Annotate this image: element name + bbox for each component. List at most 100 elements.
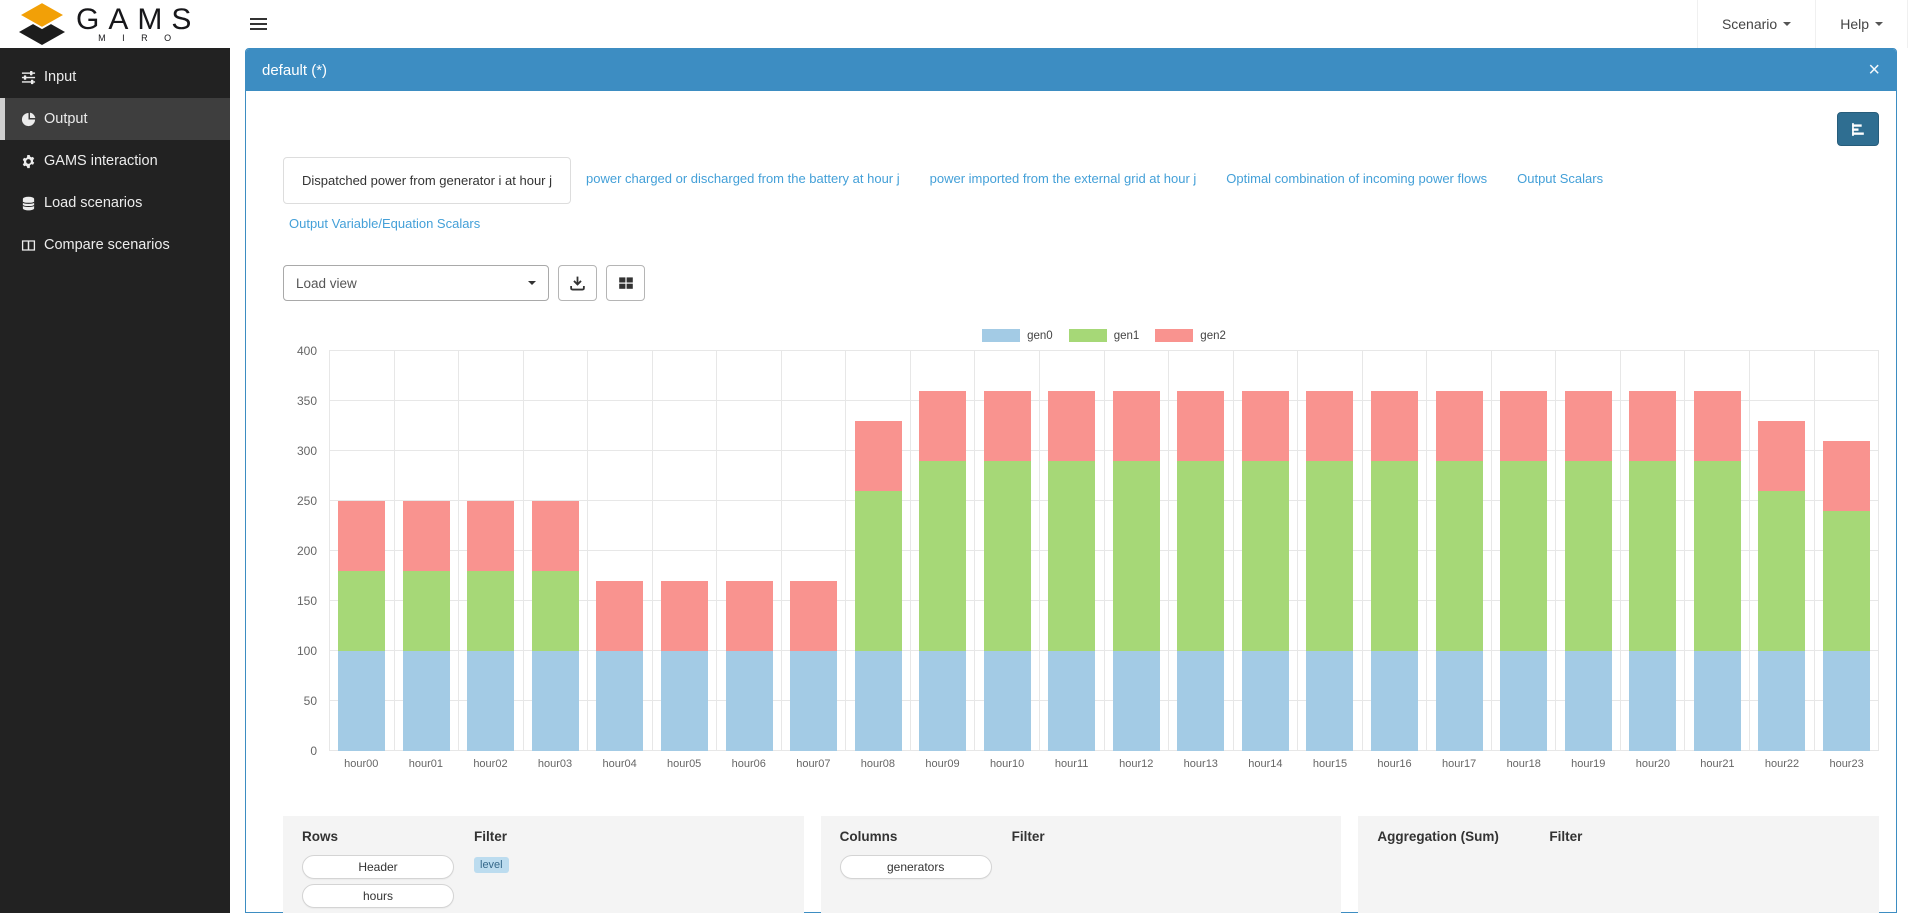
- sidebar-item-gams-interaction[interactable]: GAMS interaction: [0, 140, 230, 182]
- chevron-down-icon: [528, 281, 536, 285]
- sidebar-toggle-button[interactable]: [250, 7, 284, 41]
- tab-power-charged-or-discharged-from-the-battery-at-hour-j[interactable]: power charged or discharged from the bat…: [586, 171, 900, 186]
- bar-segment-gen2: [661, 581, 709, 651]
- chart-column-hour07: [780, 350, 846, 751]
- database-icon: [20, 195, 36, 211]
- scenario-menu-label: Scenario: [1721, 16, 1778, 32]
- stacked-bar-hour21[interactable]: [1693, 391, 1741, 751]
- stacked-bar-chart: gen0 gen1 gen2 0 50 100 150 200 250 300 350 400 ho…: [283, 329, 1880, 770]
- stacked-bar-hour18[interactable]: [1500, 391, 1548, 751]
- bar-segment-gen0: [790, 651, 838, 751]
- legend-item-gen0[interactable]: gen0: [982, 329, 1053, 342]
- chart-column-hour11: [1039, 350, 1104, 751]
- chart-toolbar: Load view: [283, 265, 1879, 301]
- bar-segment-gen0: [1822, 651, 1870, 751]
- x-axis-tick: hour15: [1312, 758, 1348, 770]
- stacked-bar-hour02[interactable]: [467, 501, 515, 751]
- bar-segment-gen1: [1822, 511, 1870, 651]
- top-navbar: GAMS M I R O Scenario Help: [0, 0, 1908, 48]
- chart-column-hour01: [393, 350, 459, 751]
- stacked-bar-hour09[interactable]: [919, 391, 967, 751]
- y-axis-tick: 150: [296, 594, 317, 608]
- bar-segment-gen1: [467, 571, 515, 651]
- x-axis-tick: hour19: [1571, 758, 1606, 770]
- chart-column-hour13: [1168, 350, 1233, 751]
- pivot-panel-aggregation: Aggregation (Sum) Filter: [1358, 816, 1880, 913]
- aggregation-heading: Aggregation (Sum): [1377, 829, 1499, 844]
- stacked-bar-hour08[interactable]: [854, 421, 902, 751]
- legend-item-gen1[interactable]: gen1: [1068, 329, 1140, 342]
- stacked-bar-hour23[interactable]: [1822, 441, 1870, 751]
- bar-segment-gen2: [1822, 441, 1870, 511]
- scenario-menu[interactable]: Scenario: [1696, 0, 1815, 48]
- stacked-bar-hour10[interactable]: [983, 391, 1031, 751]
- stacked-bar-hour15[interactable]: [1306, 391, 1354, 751]
- stacked-bar-hour11[interactable]: [1048, 391, 1096, 751]
- x-axis-tick: hour21: [1700, 758, 1735, 770]
- chart-view-toggle-button[interactable]: [1837, 112, 1879, 146]
- sidebar-item-output[interactable]: Output: [0, 98, 230, 140]
- stacked-bar-hour04[interactable]: [596, 581, 644, 751]
- load-view-select[interactable]: Load view: [283, 265, 549, 301]
- stacked-bar-hour05[interactable]: [661, 581, 709, 751]
- stacked-bar-hour16[interactable]: [1371, 391, 1419, 751]
- legend-label: gen1: [1113, 329, 1140, 342]
- stacked-bar-hour22[interactable]: [1758, 421, 1806, 751]
- tab-dispatched-power-from-generator-i-at-hour-j[interactable]: Dispatched power from generator i at hou…: [283, 157, 572, 204]
- logo-sub-text: M I R O: [98, 33, 179, 43]
- tab-output-scalars[interactable]: Output Scalars: [1517, 171, 1604, 186]
- pivot-pill-header[interactable]: Header: [302, 855, 454, 879]
- chart-column-hour04: [587, 350, 652, 751]
- tab-optimal-combination-of-incoming-power-flows[interactable]: Optimal combination of incoming power fl…: [1226, 171, 1488, 186]
- pivot-pill-generators[interactable]: generators: [839, 855, 992, 879]
- pivot-panel-rows-header: Rows Filter: [302, 829, 785, 844]
- sidebar-item-input[interactable]: Input: [0, 56, 230, 98]
- download-chart-button[interactable]: [558, 265, 597, 301]
- stacked-bar-hour19[interactable]: [1564, 391, 1612, 751]
- stacked-bar-hour01[interactable]: [402, 501, 450, 751]
- stacked-bar-hour14[interactable]: [1241, 391, 1289, 751]
- x-axis-tick: hour22: [1764, 758, 1800, 770]
- sidebar-item-load-scenarios[interactable]: Load scenarios: [0, 182, 230, 224]
- sidebar-item-label: Load scenarios: [44, 195, 143, 211]
- bar-segment-gen2: [596, 581, 644, 651]
- table-view-button[interactable]: [606, 265, 645, 301]
- bar-segment-gen0: [1693, 651, 1741, 751]
- x-axis-tick: hour13: [1183, 758, 1218, 770]
- tab-power-imported-from-the-external-grid-at-hour-j[interactable]: power imported from the external grid at…: [929, 171, 1197, 186]
- legend-item-gen2[interactable]: gen2: [1155, 329, 1226, 342]
- bar-segment-gen0: [467, 651, 515, 751]
- legend-label: gen2: [1200, 329, 1226, 342]
- stacked-bar-hour17[interactable]: [1435, 391, 1483, 751]
- y-axis-tick: 200: [296, 544, 317, 558]
- stacked-bar-hour06[interactable]: [725, 581, 773, 751]
- stacked-bar-hour03[interactable]: [531, 501, 579, 751]
- stacked-bar-hour00[interactable]: [338, 501, 386, 751]
- x-axis-tick: hour08: [860, 758, 896, 770]
- stacked-bar-hour20[interactable]: [1629, 391, 1677, 751]
- stacked-bar-hour07[interactable]: [790, 581, 838, 751]
- close-scenario-button[interactable]: ×: [1868, 59, 1880, 81]
- x-axis-tick: hour03: [537, 758, 573, 770]
- bar-segment-gen2: [402, 501, 450, 571]
- download-icon: [570, 276, 585, 290]
- stacked-bar-hour13[interactable]: [1177, 391, 1225, 751]
- filter-badge-level[interactable]: level: [474, 857, 509, 873]
- legend-swatch: [1155, 329, 1194, 342]
- tab-output-variable-equation-scalars[interactable]: Output Variable/Equation Scalars: [289, 216, 481, 231]
- x-axis-tick: hour02: [473, 758, 508, 770]
- bar-segment-gen0: [725, 651, 773, 751]
- x-axis-tick: hour01: [408, 758, 443, 770]
- chart-column-hour05: [651, 350, 717, 751]
- pivot-pill-hours[interactable]: hours: [302, 884, 454, 908]
- bar-segment-gen1: [1112, 461, 1160, 651]
- help-menu[interactable]: Help: [1815, 0, 1908, 48]
- x-axis-tick: hour16: [1377, 758, 1412, 770]
- sidebar-item-compare-scenarios[interactable]: Compare scenarios: [0, 224, 230, 266]
- sidebar: Input Output GAMS interaction Load scenario…: [0, 48, 230, 913]
- stacked-bar-hour12[interactable]: [1112, 391, 1160, 751]
- x-axis-tick: hour11: [1054, 758, 1089, 770]
- chart-legend: gen0 gen1 gen2: [329, 329, 1879, 342]
- pivot-panel-columns: Columns Filter generators: [820, 816, 1342, 913]
- bar-segment-gen0: [1306, 651, 1354, 751]
